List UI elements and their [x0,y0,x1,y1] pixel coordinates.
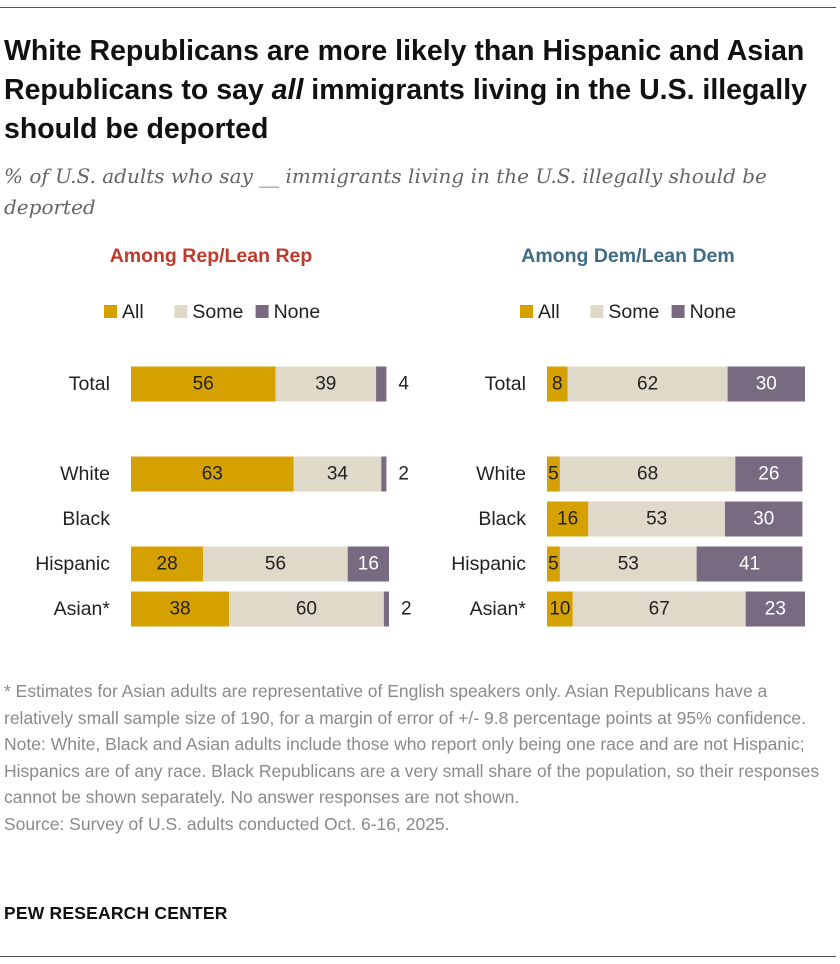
dem-row-label-hispanic: Hispanic [451,553,526,575]
chart-subtitle: % of U.S. adults who say __ immigrants l… [4,164,767,219]
dem-bar-black-all [547,501,589,537]
rep-bar-white-all [131,456,294,492]
rep-legend-label-none: None [274,301,321,323]
rep-value-total-none: 4 [398,374,409,395]
rep-row-label-hispanic: Hispanic [35,553,110,575]
rep-panel-title: Among Rep/Lean Rep [110,245,313,267]
dem-bar-total-none [727,366,805,402]
dem-legend-label-none: None [690,301,737,323]
rep-bar-asian-some [229,591,384,627]
top-rule [0,7,836,8]
rep-value-white-some: 34 [327,464,349,485]
rep-legend-label-some: Some [192,301,243,323]
dem-legend-swatch-all [520,305,533,318]
dem-value-total-all: 8 [552,374,563,395]
rep-value-hispanic-none: 16 [358,554,379,575]
title-text-1: White Republicans are more likely than H… [4,35,805,106]
title-emphasis: all [271,74,304,106]
bottom-rule [0,956,836,957]
rep-bar-hispanic-some [203,546,348,582]
rep-row-label-total: Total [69,373,110,395]
rep-bar-asian-none [383,591,389,627]
rep-legend-swatch-some [174,305,188,318]
rep-value-white-all: 63 [202,464,223,485]
footnote-asian: * Estimates for Asian adults are represe… [4,681,807,728]
chart-notes: * Estimates for Asian adults are represe… [4,678,834,837]
dem-row-label-black: Black [478,508,526,530]
rep-value-asian-some: 60 [296,599,317,620]
dem-legend-swatch-some [590,305,604,318]
rep-bar-total-all [131,366,276,402]
dem-value-asian-all: 10 [549,599,570,620]
dem-value-hispanic-some: 53 [618,554,639,575]
chart-title: White Republicans are more likely than H… [4,32,834,149]
rep-bar-total-some [275,366,377,402]
dem-value-white-all: 5 [548,464,559,485]
dem-value-white-some: 68 [637,464,658,485]
dem-bar-total-some [567,366,728,402]
dem-bar-white-all [547,456,560,492]
rep-value-hispanic-all: 28 [157,554,178,575]
dem-value-black-some: 53 [646,509,667,530]
dem-bar-asian-all [547,591,573,627]
dem-legend-swatch-none [671,305,685,318]
rep-legend-swatch-all [104,305,117,318]
brand-label: PEW RESEARCH CENTER [4,903,228,923]
dem-row-label-asian: Asian* [470,598,527,620]
rep-bar-asian-all [131,591,230,627]
dem-row-label-total: Total [485,373,526,395]
dem-value-hispanic-all: 5 [548,554,559,575]
dem-bar-hispanic-none [696,546,803,582]
rep-row-label-white: White [60,463,110,485]
dem-row-label-white: White [476,463,526,485]
rep-bar-total-none [376,366,387,402]
rep-value-hispanic-some: 56 [265,554,286,575]
dem-bar-black-none [725,501,803,537]
rep-legend-label-all: All [122,301,144,323]
rep-row-label-asian: Asian* [54,598,111,620]
rep-value-asian-none: 2 [401,599,412,620]
dem-value-total-some: 62 [637,374,658,395]
rep-bar-white-none [381,456,387,492]
dem-legend-label-some: Some [608,301,659,323]
dem-bar-hispanic-some [559,546,697,582]
dem-value-asian-none: 23 [765,599,786,620]
dem-bar-total-all [547,366,568,402]
dem-value-hispanic-none: 41 [739,554,760,575]
dem-value-total-none: 30 [756,374,777,395]
rep-bar-hispanic-none [347,546,389,582]
dem-bar-white-some [559,456,736,492]
dem-value-black-all: 16 [557,509,578,530]
dem-legend-label-all: All [538,301,560,323]
rep-value-total-all: 56 [193,374,214,395]
dem-bar-black-some [588,501,726,537]
rep-legend-swatch-none [255,305,269,318]
rep-value-white-none: 2 [398,464,409,485]
dem-panel-title: Among Dem/Lean Dem [521,245,734,267]
dem-value-asian-some: 67 [649,599,670,620]
title-text-2: immigrants living in the U.S. illegally … [4,74,807,145]
dem-bar-white-none [735,456,803,492]
dem-bar-asian-some [572,591,746,627]
dem-bar-hispanic-all [547,546,560,582]
rep-value-asian-all: 38 [169,599,190,620]
dem-value-black-none: 30 [753,509,774,530]
dem-value-white-none: 26 [758,464,779,485]
source-note: Source: Survey of U.S. adults conducted … [4,813,450,834]
rep-bar-white-some [293,456,382,492]
rep-value-total-some: 39 [315,374,336,395]
rep-row-label-black: Black [62,508,110,530]
methodology-note: Note: White, Black and Asian adults incl… [4,734,820,807]
stacked-bar-chart: Among Rep/Lean Rep All Some None Total 56 39 4 W… [35,245,805,627]
dem-bar-asian-none [745,591,805,627]
rep-bar-hispanic-all [131,546,204,582]
